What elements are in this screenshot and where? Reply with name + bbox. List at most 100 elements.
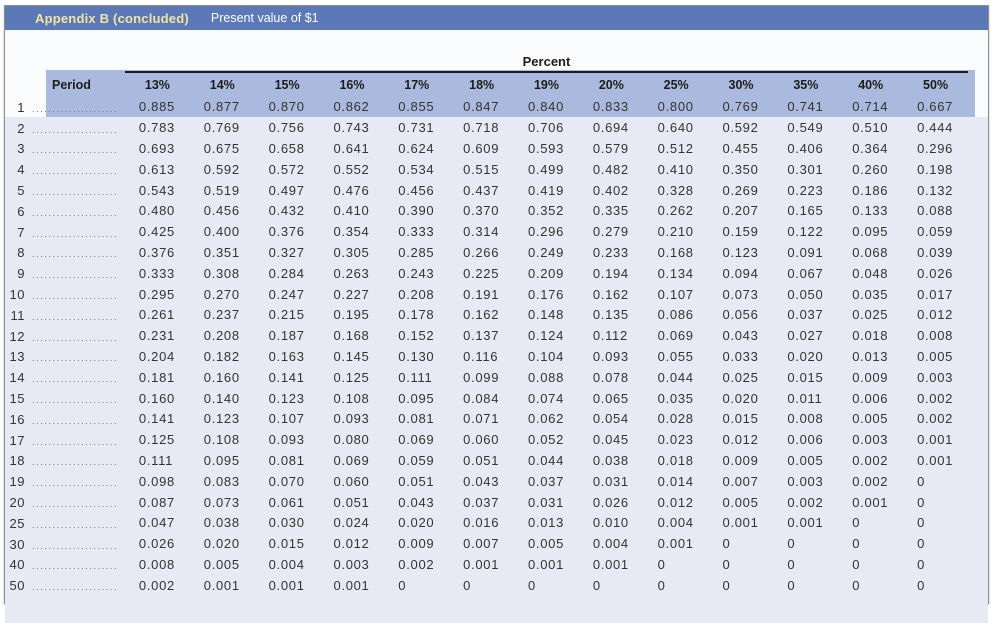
period-cell: 11......................................… (5, 305, 125, 326)
value-cell: 0.410 (644, 159, 709, 180)
present-value: 0.130 (398, 348, 435, 364)
present-value: 0.093 (268, 432, 305, 448)
present-value: 0.667 (917, 99, 954, 115)
dotted-leader: ........................................… (32, 166, 119, 177)
value-cell: 0.152 (384, 326, 449, 347)
value-cell: 0.007 (449, 534, 514, 555)
value-cell: 0.116 (449, 347, 514, 368)
value-cell: 0.284 (255, 263, 320, 284)
present-value: 0.016 (463, 515, 500, 531)
present-value: 0.233 (592, 244, 629, 260)
value-cell: 0.012 (709, 430, 774, 451)
value-cell: 0.004 (255, 555, 320, 576)
value-cell: 0 (514, 575, 579, 596)
present-value: 0.005 (787, 452, 824, 468)
present-value: 0.009 (852, 369, 889, 385)
present-value: 0.305 (333, 244, 370, 260)
present-value: 0.020 (787, 348, 824, 364)
present-value: 0.112 (592, 328, 628, 344)
value-cell: 0 (579, 575, 644, 596)
value-cell: 0.327 (255, 243, 320, 264)
present-value: 0.037 (463, 494, 500, 510)
value-cell: 0.107 (255, 409, 320, 430)
value-cell: 0.406 (773, 139, 838, 160)
dotted-leader: ........................................… (32, 540, 119, 551)
present-value: 0.018 (657, 452, 694, 468)
present-value: 0.296 (527, 224, 565, 240)
present-value: 0.015 (268, 536, 305, 552)
period-number: 2 (17, 120, 25, 136)
present-value: 0 (722, 577, 731, 593)
present-value: 0.052 (527, 432, 565, 448)
present-value: 0.004 (592, 536, 629, 552)
value-cell: 0.062 (514, 409, 579, 430)
value-cell: 0.718 (449, 118, 514, 139)
value-cell: 0.135 (579, 305, 644, 326)
present-value: 0.038 (203, 515, 240, 531)
value-cell: 0.067 (773, 263, 838, 284)
present-value: 0.069 (398, 432, 435, 448)
present-value: 0.055 (657, 348, 694, 364)
present-value: 0.111 (398, 369, 433, 385)
value-cell: 0.783 (125, 118, 190, 139)
table-row: 3.......................................… (5, 139, 968, 160)
present-value: 0.017 (917, 286, 954, 302)
table-row: 15......................................… (5, 388, 968, 409)
present-value: 0 (852, 577, 861, 593)
value-cell: 0.001 (709, 513, 774, 534)
present-value: 0.074 (527, 390, 565, 406)
period-number: 19 (9, 474, 25, 490)
present-value: 0.284 (268, 265, 305, 281)
value-cell: 0 (903, 575, 968, 596)
period-number: 40 (9, 557, 25, 573)
present-value: 0.050 (787, 286, 824, 302)
value-cell: 0.123 (709, 243, 774, 264)
present-value: 0.108 (203, 432, 240, 448)
value-cell: 0.009 (709, 451, 774, 472)
period-number: 12 (9, 328, 25, 344)
present-value: 0.480 (138, 203, 175, 219)
value-cell: 0.095 (384, 388, 449, 409)
present-value: 0.116 (463, 348, 499, 364)
present-value: 0.043 (398, 494, 435, 510)
value-cell: 0.186 (838, 180, 903, 201)
value-cell: 0.007 (709, 471, 774, 492)
period-number: 7 (17, 224, 25, 240)
present-value: 0.060 (463, 432, 500, 448)
value-cell: 0.693 (125, 139, 190, 160)
value-cell: 0.074 (514, 388, 579, 409)
value-cell: 0.260 (838, 159, 903, 180)
value-cell: 0.141 (125, 409, 190, 430)
percent-group-header: Percent (125, 50, 968, 73)
value-cell: 0.005 (903, 347, 968, 368)
value-cell: 0.444 (903, 118, 968, 139)
present-value: 0.084 (463, 390, 500, 406)
value-cell: 0.035 (644, 388, 709, 409)
present-value: 0.013 (852, 348, 889, 364)
present-value: 0.152 (398, 328, 435, 344)
dotted-leader: ........................................… (32, 561, 119, 572)
value-cell: 0.008 (903, 326, 968, 347)
value-cell: 0.350 (709, 159, 774, 180)
value-cell: 0 (903, 471, 968, 492)
present-value: 0.047 (138, 515, 175, 531)
period-cell: 10......................................… (5, 284, 125, 305)
period-cell: 30......................................… (5, 534, 125, 555)
present-value: 0.134 (657, 265, 694, 281)
present-value: 0.262 (657, 203, 694, 219)
value-cell: 0.086 (644, 305, 709, 326)
present-value: 0.098 (138, 473, 175, 489)
value-cell: 0.270 (190, 284, 255, 305)
present-value: 0.026 (917, 265, 954, 281)
value-cell: 0.833 (579, 97, 644, 118)
present-value: 0.718 (463, 120, 500, 136)
present-value: 0 (657, 556, 666, 572)
value-cell: 0.592 (190, 159, 255, 180)
period-cell: 15......................................… (5, 388, 125, 409)
dotted-leader: ........................................… (32, 187, 119, 198)
present-value: 0 (657, 577, 666, 593)
period-number: 13 (9, 349, 25, 365)
present-value: 0 (787, 556, 796, 572)
value-cell: 0.108 (320, 388, 385, 409)
value-cell: 0.305 (320, 243, 385, 264)
